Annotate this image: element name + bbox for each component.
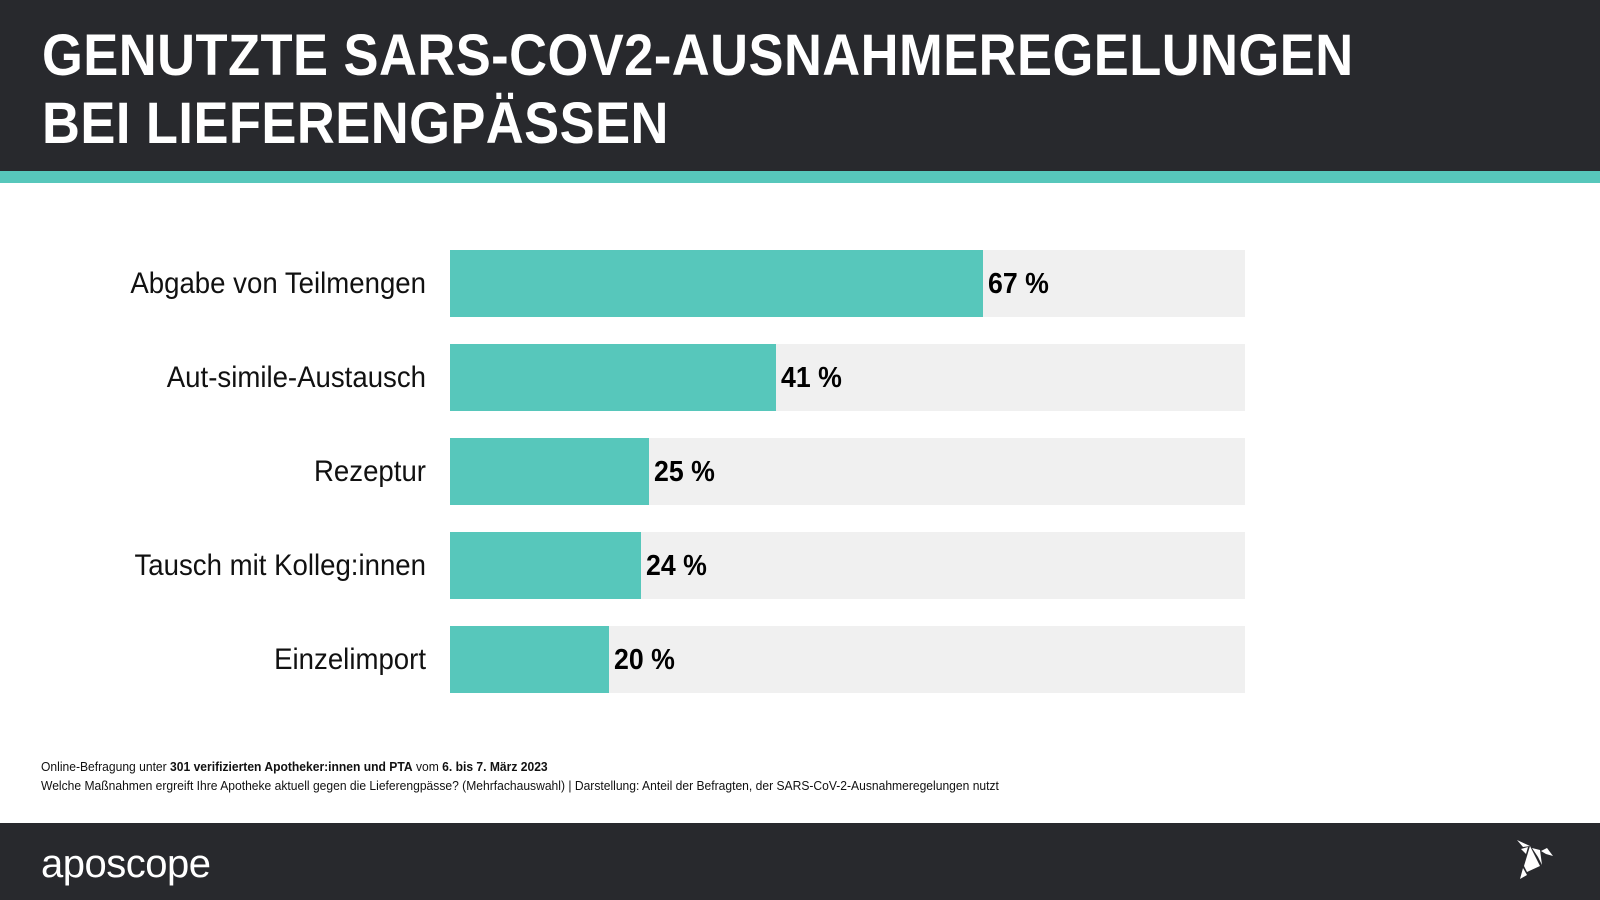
notes-line-1-middle: vom <box>412 759 443 774</box>
bar <box>450 532 641 599</box>
origami-bird-icon <box>1517 840 1553 879</box>
bar-track: 41 % <box>450 344 1245 411</box>
accent-band <box>0 171 1600 183</box>
aposcope-logo: aposcope <box>41 842 211 886</box>
bird-body-right <box>1532 848 1542 865</box>
value-label: 41 % <box>781 362 842 394</box>
footer-bar <box>0 823 1600 900</box>
bird-wing-upper <box>1517 840 1530 847</box>
survey-notes: Online-Befragung unter 301 verifizierten… <box>41 758 999 795</box>
header-banner: GENUTZTE SARS-COV2-AUSNAHMEREGELUNGEN BE… <box>0 0 1600 171</box>
bar-chart: Abgabe von Teilmengen 67 % Aut-simile-Aust… <box>130 250 1245 693</box>
page-title: GENUTZTE SARS-COV2-AUSNAHMEREGELUNGEN BE… <box>42 22 1354 158</box>
category-label: Abgabe von Teilmengen <box>130 267 427 300</box>
bar-track: 24 % <box>450 532 1245 599</box>
bar-track: 20 % <box>450 626 1245 693</box>
bird-wing-lower <box>1521 847 1528 854</box>
bird-body <box>1524 846 1540 872</box>
value-label: 20 % <box>614 644 675 676</box>
notes-line-1-prefix: Online-Befragung unter <box>41 759 171 774</box>
category-label: Tausch mit Kolleg:innen <box>134 549 426 582</box>
category-label: Einzelimport <box>274 643 426 676</box>
bar-track: 25 % <box>450 438 1245 505</box>
value-label: 67 % <box>988 268 1049 300</box>
bar <box>450 344 776 411</box>
category-label: Rezeptur <box>314 455 426 488</box>
bar <box>450 438 649 505</box>
bar-track: 67 % <box>450 250 1245 317</box>
notes-line-1-date: 6. bis 7. März 2023 <box>442 759 548 774</box>
bird-tail <box>1520 868 1527 879</box>
bar <box>450 626 609 693</box>
bird-head <box>1541 848 1553 856</box>
value-label: 25 % <box>654 456 715 488</box>
notes-line-2: Welche Maßnahmen ergreift Ihre Apotheke … <box>41 777 999 793</box>
value-label: 24 % <box>646 550 707 582</box>
title-line-1: GENUTZTE SARS-COV2-AUSNAHMEREGELUNGEN <box>42 23 1354 88</box>
notes-line-1-sample: 301 verifizierten Apotheker:innen und PT… <box>170 759 413 774</box>
category-label: Aut-simile-Austausch <box>166 361 426 394</box>
bar <box>450 250 983 317</box>
title-line-2: BEI LIEFERENGPÄSSEN <box>42 91 669 156</box>
notes-line-1: Online-Befragung unter 301 verifizierten… <box>41 758 999 777</box>
